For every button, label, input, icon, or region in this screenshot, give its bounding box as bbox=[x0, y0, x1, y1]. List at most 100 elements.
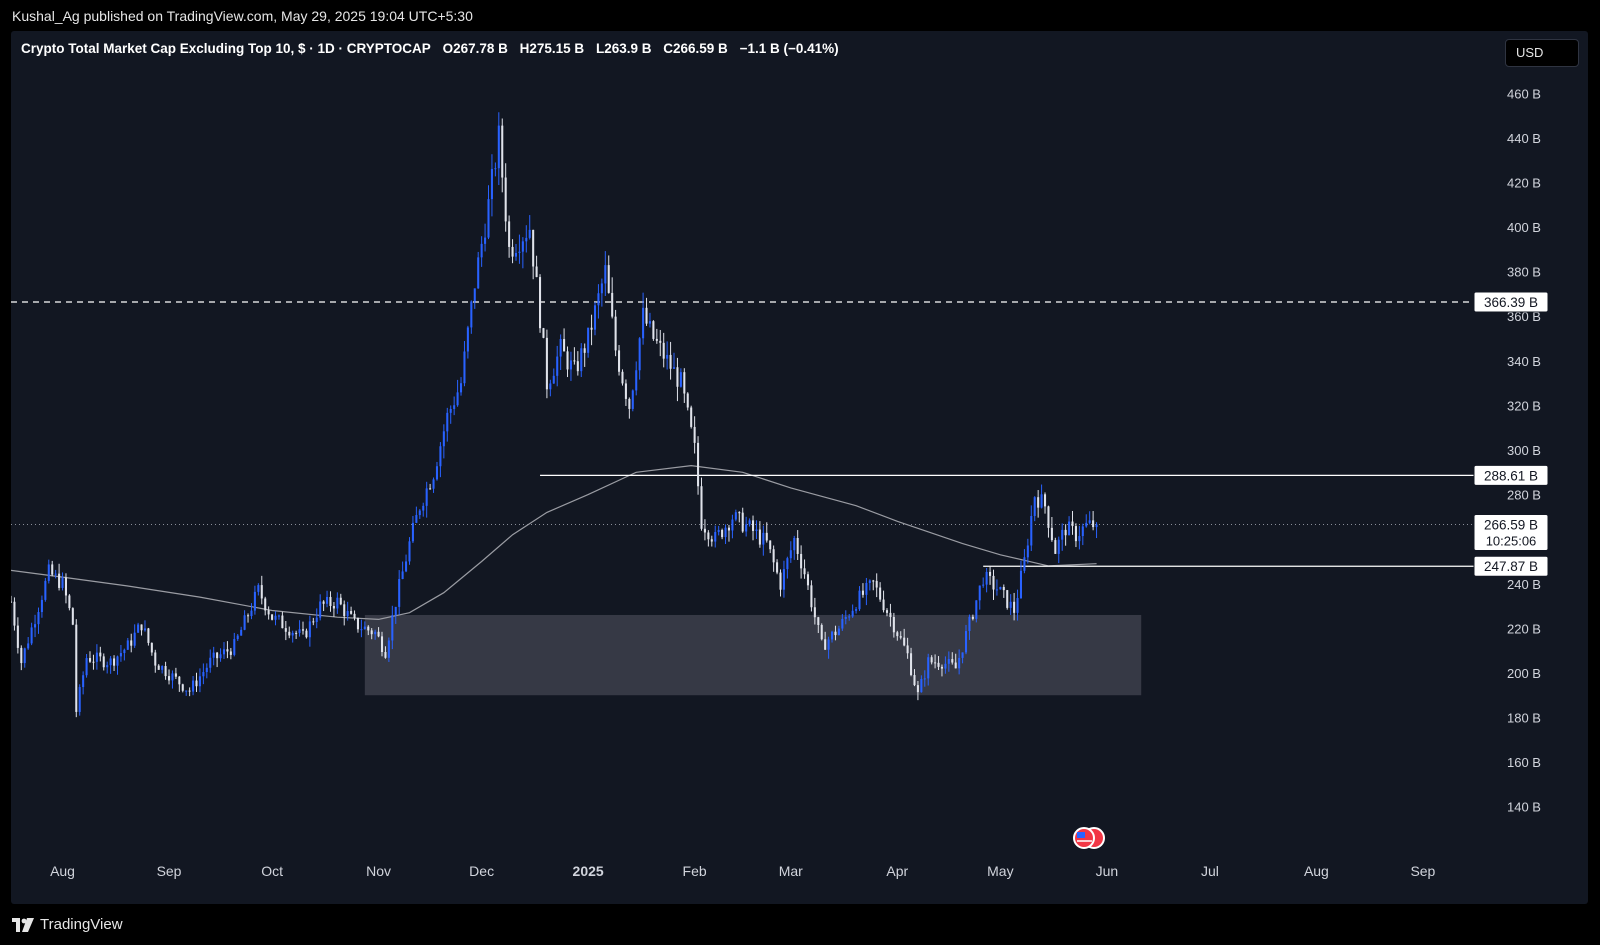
chart-panel[interactable]: 460 B 440 B 420 B 400 B 380 B 360 B 340 B 320 B… bbox=[11, 31, 1588, 904]
candle-body bbox=[769, 540, 772, 550]
candle bbox=[868, 579, 871, 591]
candle-body bbox=[61, 577, 64, 588]
candle bbox=[1009, 594, 1012, 615]
candle-body bbox=[319, 601, 322, 618]
candle bbox=[380, 631, 384, 657]
footer-brand[interactable]: TradingView bbox=[12, 916, 123, 933]
candle-body bbox=[150, 642, 153, 653]
candle-body bbox=[834, 631, 837, 636]
candle bbox=[284, 621, 287, 641]
candle bbox=[398, 570, 401, 615]
candle bbox=[435, 461, 439, 481]
candle-body bbox=[398, 579, 401, 607]
candle bbox=[1033, 496, 1036, 522]
candle-body bbox=[645, 307, 648, 324]
candle bbox=[525, 225, 528, 253]
candle-body bbox=[446, 412, 449, 432]
y-tick-label: 200 B bbox=[1507, 666, 1541, 681]
candle bbox=[140, 624, 143, 636]
candle bbox=[837, 625, 840, 636]
candle-body bbox=[563, 339, 566, 352]
candle bbox=[1047, 505, 1050, 538]
candle-body bbox=[477, 257, 480, 289]
candle bbox=[817, 616, 820, 634]
candle-body bbox=[721, 529, 724, 538]
candle bbox=[236, 634, 239, 641]
currency-button[interactable]: USD bbox=[1505, 39, 1579, 67]
candle bbox=[185, 690, 188, 696]
candle bbox=[882, 590, 885, 613]
y-tick-label: 400 B bbox=[1507, 220, 1541, 235]
candle-body bbox=[13, 601, 16, 626]
candle-body bbox=[11, 601, 13, 603]
candle bbox=[164, 661, 167, 680]
candle-body bbox=[1050, 527, 1053, 541]
candle bbox=[782, 560, 785, 598]
candle-body bbox=[899, 636, 902, 638]
candle-body bbox=[954, 662, 957, 669]
candle bbox=[298, 620, 301, 637]
x-tick-label: Sep bbox=[157, 863, 182, 879]
candle-body bbox=[717, 529, 720, 533]
level-price-label: 366.39 B bbox=[1473, 291, 1549, 313]
candle bbox=[834, 625, 837, 641]
candle-body bbox=[102, 656, 105, 668]
candle-body bbox=[253, 591, 256, 611]
candle bbox=[751, 515, 755, 541]
candle bbox=[23, 647, 26, 668]
candle bbox=[793, 535, 796, 560]
candle bbox=[593, 301, 597, 336]
candle-body bbox=[837, 628, 840, 636]
candle bbox=[75, 619, 78, 718]
candle-body bbox=[889, 612, 892, 617]
candle-body bbox=[54, 573, 57, 575]
candle-body bbox=[1043, 494, 1047, 507]
candle bbox=[85, 654, 88, 678]
candle-body bbox=[958, 657, 961, 669]
candle-body bbox=[305, 630, 308, 638]
price-axis: 460 B 440 B 420 B 400 B 380 B 360 B 340 B 320 B… bbox=[1507, 86, 1541, 814]
candle bbox=[212, 646, 215, 666]
price-chart[interactable]: 460 B 440 B 420 B 400 B 380 B 360 B 340 B 320 B… bbox=[11, 31, 1588, 904]
candle-body bbox=[642, 307, 645, 339]
candle bbox=[401, 561, 404, 580]
candle-body bbox=[405, 561, 408, 572]
y-tick-label: 140 B bbox=[1507, 800, 1541, 815]
candle-body bbox=[126, 640, 129, 650]
candle-body bbox=[796, 537, 799, 554]
candle-body bbox=[167, 676, 171, 681]
candle-body bbox=[920, 679, 923, 693]
candle bbox=[233, 632, 236, 657]
candle bbox=[717, 525, 720, 536]
y-tick-label: 380 B bbox=[1507, 265, 1541, 280]
candle-body bbox=[607, 265, 610, 293]
candle bbox=[590, 314, 593, 346]
candle-body bbox=[638, 338, 641, 371]
candle-body bbox=[326, 596, 329, 604]
candle bbox=[999, 586, 1002, 590]
candle-body bbox=[453, 405, 456, 409]
candle-body bbox=[552, 375, 555, 384]
candle-body bbox=[604, 265, 607, 284]
candle-body bbox=[693, 426, 696, 443]
candle bbox=[645, 297, 648, 326]
candle bbox=[896, 630, 899, 641]
candle-body bbox=[1057, 539, 1060, 554]
candle bbox=[765, 522, 768, 543]
candle bbox=[655, 328, 658, 344]
candle-body bbox=[1092, 520, 1095, 528]
candle bbox=[947, 651, 950, 672]
candle-body bbox=[68, 595, 71, 609]
candle bbox=[71, 607, 74, 626]
candle-body bbox=[982, 584, 985, 586]
candle bbox=[1023, 549, 1026, 574]
candle bbox=[659, 329, 662, 357]
candle-body bbox=[624, 383, 627, 399]
ohlc-change: −1.1 B (−0.41%) bbox=[739, 41, 839, 56]
candle bbox=[291, 630, 294, 643]
candle-body bbox=[906, 645, 909, 654]
candle-body bbox=[748, 520, 751, 525]
candle bbox=[494, 162, 497, 177]
candle-body bbox=[271, 614, 274, 620]
candle bbox=[109, 656, 112, 674]
